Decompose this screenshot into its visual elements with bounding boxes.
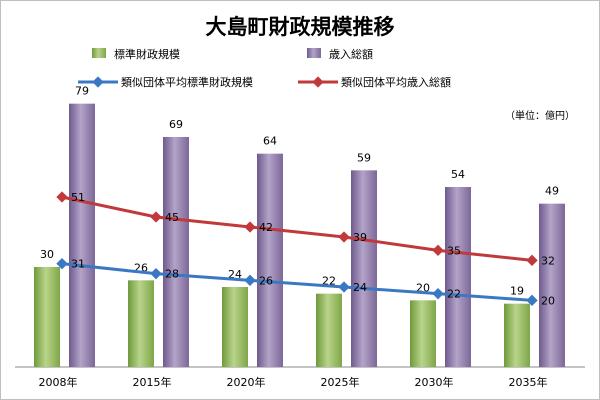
point-0-2020- <box>244 274 256 286</box>
point-0-2015- <box>150 268 162 280</box>
point-label-0-2030-: 22 <box>447 288 461 301</box>
point-label-1-2035-: 32 <box>541 254 555 267</box>
point-label-1-2020-: 42 <box>259 221 273 234</box>
bar-label-0-2035-: 19 <box>510 285 524 298</box>
x-tick-2035-: 2035年 <box>509 375 548 389</box>
point-label-0-2035-: 20 <box>541 294 555 307</box>
bar-label-1-2015-: 69 <box>169 118 183 131</box>
point-1-2008- <box>56 191 68 203</box>
point-1-2020- <box>244 221 256 233</box>
point-1-2015- <box>150 211 162 223</box>
x-tick-labels: 2008年 2015年 2020年 2025年 2030年 2035年 <box>39 375 548 389</box>
legend-line-label-0: 類似団体平均標準財政規模 <box>121 75 253 89</box>
x-tick-2020-: 2020年 <box>227 375 266 389</box>
bar-1-2025- <box>351 170 377 367</box>
legend-marker-1 <box>312 76 324 88</box>
legend-line-label-1: 類似団体平均歳入総額 <box>341 75 451 89</box>
bar-1-2035- <box>539 203 565 367</box>
legend-marker-0 <box>92 76 104 88</box>
point-label-1-2015-: 45 <box>165 211 179 224</box>
bar-label-1-2020-: 64 <box>263 135 277 148</box>
bar-label-1-2030-: 54 <box>451 168 465 181</box>
bar-0-2020- <box>222 287 248 367</box>
bar-0-2035- <box>504 303 530 367</box>
point-label-1-2025-: 39 <box>353 231 367 244</box>
bar-0-2030- <box>410 300 436 367</box>
chart-title: 大島町財政規模推移 <box>206 15 395 39</box>
bar-0-2015- <box>128 280 154 367</box>
bar-label-1-2025-: 59 <box>357 151 371 164</box>
bar-1-2015- <box>163 137 189 367</box>
legend-swatch-1 <box>307 48 321 58</box>
point-label-0-2008-: 31 <box>71 258 85 271</box>
bar-0-2025- <box>316 293 342 367</box>
point-1-2035- <box>526 254 538 266</box>
bar-label-1-2008-: 79 <box>75 85 89 98</box>
point-label-0-2020-: 26 <box>259 274 273 287</box>
legend-swatch-0 <box>92 48 106 58</box>
point-0-2025- <box>338 281 350 293</box>
x-tick-2015-: 2015年 <box>133 375 172 389</box>
x-tick-2008-: 2008年 <box>39 375 78 389</box>
bar-label-0-2008-: 30 <box>40 248 54 261</box>
bar-0-2008- <box>34 267 60 367</box>
point-0-2035- <box>526 294 538 306</box>
point-label-1-2008-: 51 <box>71 191 85 204</box>
point-label-0-2015-: 28 <box>165 268 179 281</box>
legend-label-0: 標準財政規模 <box>114 47 180 61</box>
point-1-2030- <box>432 244 444 256</box>
x-tick-2025-: 2025年 <box>321 375 360 389</box>
bar-label-1-2035-: 49 <box>545 185 559 198</box>
legend-label-1: 歳入総額 <box>329 47 373 61</box>
point-0-2030- <box>432 288 444 300</box>
lines: 31 28 26 24 22 20 51 45 42 39 35 32 <box>56 191 555 307</box>
point-1-2025- <box>338 231 350 243</box>
point-label-0-2025-: 24 <box>353 281 367 294</box>
bar-1-2008- <box>69 103 95 368</box>
unit-note: （単位：億円） <box>505 109 575 122</box>
x-tick-2030-: 2030年 <box>415 375 454 389</box>
series-line-0 <box>61 262 533 302</box>
series-line-1 <box>61 195 533 262</box>
bars: 30 79 26 69 24 64 22 59 20 54 19 49 <box>34 85 565 368</box>
bar-1-2020- <box>257 153 283 367</box>
bar-1-2030- <box>445 187 471 367</box>
point-label-1-2030-: 35 <box>447 244 461 257</box>
